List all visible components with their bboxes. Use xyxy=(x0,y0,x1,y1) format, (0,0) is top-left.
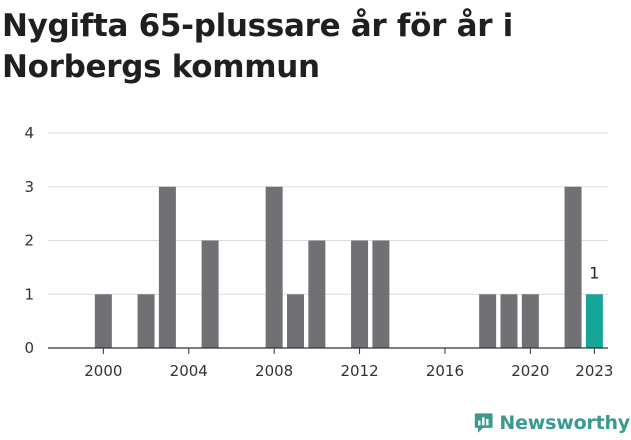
bar-2018 xyxy=(479,294,497,348)
y-tick-label: 1 xyxy=(24,285,34,303)
bar-2002 xyxy=(137,294,155,348)
x-tick-label: 2016 xyxy=(426,362,464,380)
bar-2020 xyxy=(521,294,539,348)
bars xyxy=(94,186,603,348)
y-tick-label: 0 xyxy=(24,339,34,357)
bar-2000 xyxy=(94,294,112,348)
x-tick-label: 2008 xyxy=(255,362,293,380)
x-tick-label: 2012 xyxy=(340,362,378,380)
x-tick-label: 2020 xyxy=(511,362,549,380)
data-labels: 1 xyxy=(589,263,599,282)
brand-name: Newsworthy xyxy=(499,412,630,434)
chart-title: Nygifta 65-plussare år för år i Norbergs… xyxy=(2,8,513,85)
bar-2023 xyxy=(585,294,603,348)
bar-2019 xyxy=(500,294,518,348)
y-axis-labels: 0 1 2 3 4 xyxy=(24,124,34,357)
x-tick-label: 2023 xyxy=(575,362,613,380)
x-tick-label: 2004 xyxy=(170,362,208,380)
bar-2013 xyxy=(372,240,390,348)
bar-2008 xyxy=(265,186,283,348)
x-axis xyxy=(48,347,608,354)
y-tick-label: 4 xyxy=(24,124,34,142)
x-axis-labels: 2000 2004 2008 2012 2016 2020 2023 xyxy=(84,362,613,380)
bar-2022 xyxy=(564,186,582,348)
bar-2009 xyxy=(287,294,304,348)
data-label-2023: 1 xyxy=(589,263,599,282)
bar-2010 xyxy=(308,240,326,348)
grid-lines xyxy=(48,132,608,295)
y-tick-label: 2 xyxy=(24,232,34,250)
x-tick-label: 2000 xyxy=(84,362,122,380)
y-tick-label: 3 xyxy=(24,178,34,196)
bar-2005 xyxy=(201,240,219,348)
newsworthy-logo-icon xyxy=(474,413,493,433)
bar-2012 xyxy=(351,240,369,348)
brand-logo: Newsworthy xyxy=(474,406,630,440)
bar-2003 xyxy=(158,186,176,348)
